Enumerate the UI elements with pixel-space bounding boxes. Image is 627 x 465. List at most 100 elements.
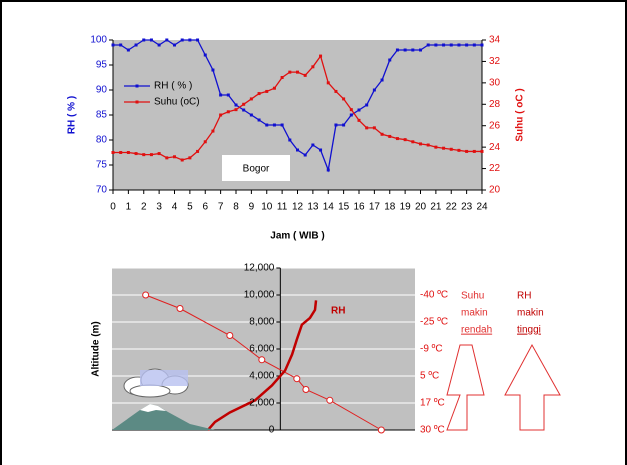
point [404,49,407,52]
point [142,153,145,156]
y-tick-label: 4,000 [249,371,274,382]
point [427,44,430,47]
y-axis-label: Altitude (m) [91,321,102,377]
x-axis-label: Jam ( WIB ) [270,231,324,242]
point [294,376,300,382]
y2-tick-label: 26 [489,120,501,131]
point [442,147,445,150]
y2-tick-label: -25 ºC [420,317,448,328]
point [319,149,322,152]
point [327,169,330,172]
point [481,44,484,47]
point [450,148,453,151]
x-tick-label: 18 [384,202,396,213]
point [265,90,268,93]
point [135,44,138,47]
point [434,44,437,47]
point [219,94,222,97]
point [396,49,399,52]
y-tick-label: 95 [96,60,108,71]
y-tick-label: 6,000 [249,344,274,355]
point [342,124,345,127]
x-tick-label: 20 [415,202,427,213]
x-tick-label: 11 [277,202,288,213]
point [358,109,361,112]
point [273,124,276,127]
legend-marker [136,101,139,104]
point [288,71,291,74]
x-tick-label: 10 [261,202,273,213]
point [173,155,176,158]
x-tick-label: 24 [476,202,488,213]
x-tick-label: 8 [233,202,239,213]
point [181,159,184,162]
y-tick-label: 100 [90,35,107,46]
x-tick-label: 12 [292,202,304,213]
point [304,74,307,77]
point [250,97,253,100]
y2-tick-label: 32 [489,56,501,67]
point [473,150,476,153]
point [227,333,233,339]
point [303,387,309,393]
cloud-shade [140,370,188,386]
y2-tick-label: 30 ºC [420,425,445,436]
y-tick-label: 8,000 [249,317,274,328]
legend-label: Suhu (oC) [154,97,200,108]
point [427,144,430,147]
annotation: Bogor [243,164,270,175]
point [127,49,130,52]
y-tick-label: 70 [96,185,108,196]
point [457,149,460,152]
y2-tick-label: 24 [489,142,501,153]
point [419,49,422,52]
point [227,94,230,97]
note: RH [517,291,531,302]
note: makin [461,308,488,319]
point [311,65,314,68]
point [442,44,445,47]
y2-tick-label: 28 [489,99,501,110]
legend-marker [136,85,139,88]
point [188,156,191,159]
x-tick-label: 5 [187,202,193,213]
point [388,135,391,138]
point [211,69,214,72]
plot-area [113,40,482,190]
y-tick-label: 2,000 [249,398,274,409]
point [204,54,207,57]
point [165,39,168,42]
point [158,152,161,155]
point [396,137,399,140]
point [196,39,199,42]
point [334,90,337,93]
y2-tick-label: 17 ºC [420,398,445,409]
y2-axis-label: Suhu ( oC ) [515,88,526,141]
y2-tick-label: -40 ºC [420,290,448,301]
point [142,39,145,42]
point [434,146,437,149]
point [242,109,245,112]
point [281,76,284,79]
point [258,92,261,95]
point [188,39,191,42]
point [119,151,122,154]
point [373,126,376,129]
point [365,104,368,107]
note: makin [517,308,544,319]
x-tick-label: 2 [141,202,147,213]
point [378,427,384,433]
point [334,124,337,127]
y-tick-label: 85 [96,110,108,121]
point [381,79,384,82]
x-tick-label: 23 [461,202,473,213]
legend-label: RH ( % ) [154,81,192,92]
point [373,89,376,92]
point [258,119,261,122]
x-tick-label: 19 [400,202,412,213]
note: rendah [461,325,492,336]
point [296,71,299,74]
x-tick-label: 9 [249,202,255,213]
point [465,150,468,153]
point [219,114,222,117]
